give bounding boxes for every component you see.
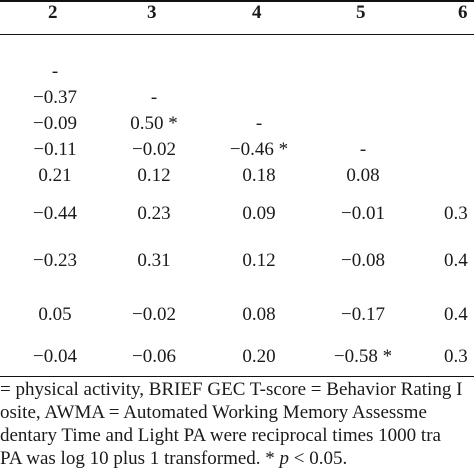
column-header-6: 6 <box>458 2 468 23</box>
table-cell: - <box>255 113 263 134</box>
table-cell: 0.4 <box>444 250 468 271</box>
table-cell: −0.02 <box>132 304 176 325</box>
table-cell: −0.04 <box>33 346 77 367</box>
table-cell: −0.23 <box>33 250 77 271</box>
table-cell: 0.08 <box>242 304 276 325</box>
header-rule <box>0 34 474 35</box>
table-cell: −0.11 <box>33 139 77 160</box>
footnote-line-2: osite, AWMA = Automated Working Memory A… <box>0 402 427 423</box>
table-cell: 0.23 <box>137 203 171 224</box>
column-header-2: 2 <box>48 2 58 23</box>
footnote-line-1: = physical activity, BRIEF GEC T-score =… <box>0 379 463 400</box>
table-cell: 0.18 <box>242 165 276 186</box>
table-cell: −0.06 <box>132 346 176 367</box>
table-cell: −0.01 <box>341 203 385 224</box>
table-cell: 0.12 <box>242 250 276 271</box>
table-cell: - <box>51 61 59 82</box>
table-cell: −0.46 * <box>229 139 289 160</box>
table-cell: −0.09 <box>33 113 77 134</box>
footnote-threshold: < 0.05. <box>289 448 348 469</box>
table-cell: −0.58 * <box>333 346 393 367</box>
table-cell: 0.20 <box>242 346 276 367</box>
table-cell: −0.17 <box>341 304 385 325</box>
table-cell: −0.44 <box>33 203 77 224</box>
table-cell: 0.3 <box>444 346 468 367</box>
column-header-4: 4 <box>252 2 262 23</box>
footnote-p-symbol: p <box>279 448 290 469</box>
table-cell: −0.08 <box>341 250 385 271</box>
table-cell: 0.4 <box>444 304 468 325</box>
table-cell: −0.02 <box>132 139 176 160</box>
table-cell: 0.08 <box>346 165 380 186</box>
footnote-line-3: dentary Time and Light PA were reciproca… <box>0 425 441 446</box>
table-cell: 0.12 <box>137 165 171 186</box>
footnote-line-4-text: PA was log 10 plus 1 transformed. * <box>0 448 280 469</box>
table-bottom-rule <box>0 376 474 377</box>
table-cell: 0.05 <box>38 304 72 325</box>
column-header-5: 5 <box>356 2 366 23</box>
table-cell: 0.09 <box>242 203 276 224</box>
column-header-3: 3 <box>147 2 157 23</box>
table-cell: −0.37 <box>33 87 77 108</box>
table-top-rule <box>0 0 474 2</box>
table-cell: 0.31 <box>137 250 171 271</box>
table-cell: - <box>359 139 367 160</box>
footnote-line-4: PA was log 10 plus 1 transformed. * p < … <box>0 449 347 469</box>
table-cell: 0.50 * <box>130 113 178 134</box>
table-cell: 0.21 <box>38 165 72 186</box>
table-cell: 0.3 <box>444 203 468 224</box>
table-cell: - <box>150 87 158 108</box>
